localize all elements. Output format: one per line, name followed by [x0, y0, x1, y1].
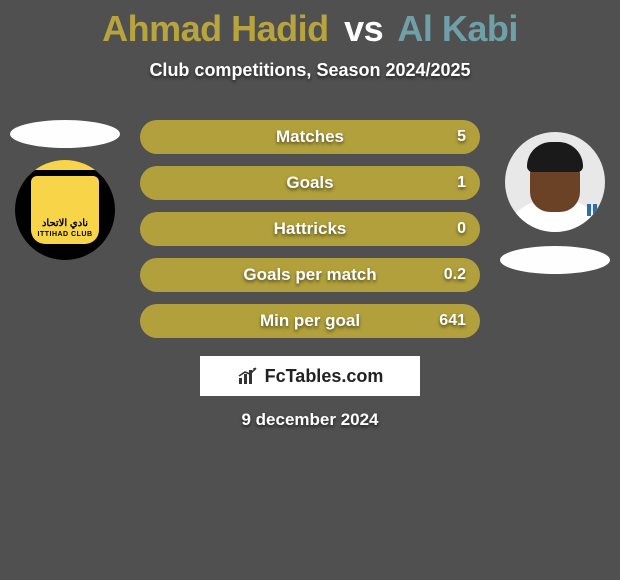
stat-label: Matches	[276, 127, 344, 147]
stat-label: Hattricks	[274, 219, 347, 239]
badge-stripe: نادي الاتحاد ITTIHAD CLUB	[31, 176, 99, 244]
badge-club-text: ITTIHAD CLUB	[38, 231, 93, 238]
right-column	[490, 120, 620, 274]
comparison-title: Ahmad Hadid vs Al Kabi	[0, 0, 620, 50]
stats-container: Matches 5 Goals 1 Hattricks 0 Goals per …	[140, 120, 480, 350]
stat-label: Goals	[286, 173, 333, 193]
stat-row-matches: Matches 5	[140, 120, 480, 154]
stat-right-value: 641	[439, 312, 466, 330]
stat-row-goals-per-match: Goals per match 0.2	[140, 258, 480, 292]
branding-banner: FcTables.com	[200, 356, 420, 396]
badge-arabic-text: نادي الاتحاد	[42, 219, 88, 229]
left-column: نادي الاتحاد ITTIHAD CLUB	[0, 120, 130, 274]
player1-name: Ahmad Hadid	[102, 8, 329, 49]
stat-row-min-per-goal: Min per goal 641	[140, 304, 480, 338]
generated-date: 9 december 2024	[0, 410, 620, 430]
left-ellipse-placeholder	[10, 120, 120, 148]
stat-row-hattricks: Hattricks 0	[140, 212, 480, 246]
right-ellipse-placeholder	[500, 246, 610, 274]
stat-right-value: 1	[457, 174, 466, 192]
chart-icon	[237, 366, 259, 386]
player2-avatar	[505, 132, 605, 232]
badge-inner: نادي الاتحاد ITTIHAD CLUB	[25, 170, 105, 250]
stat-right-value: 5	[457, 128, 466, 146]
subtitle: Club competitions, Season 2024/2025	[0, 60, 620, 81]
stat-label: Goals per match	[243, 265, 376, 285]
vs-text: vs	[344, 8, 383, 49]
brand-text: FcTables.com	[265, 366, 384, 387]
stat-right-value: 0	[457, 220, 466, 238]
stat-right-value: 0.2	[444, 266, 466, 284]
stat-row-goals: Goals 1	[140, 166, 480, 200]
avatar-hair	[527, 142, 583, 172]
stat-label: Min per goal	[260, 311, 360, 331]
player1-club-badge: نادي الاتحاد ITTIHAD CLUB	[15, 160, 115, 260]
player2-name: Al Kabi	[397, 8, 518, 49]
